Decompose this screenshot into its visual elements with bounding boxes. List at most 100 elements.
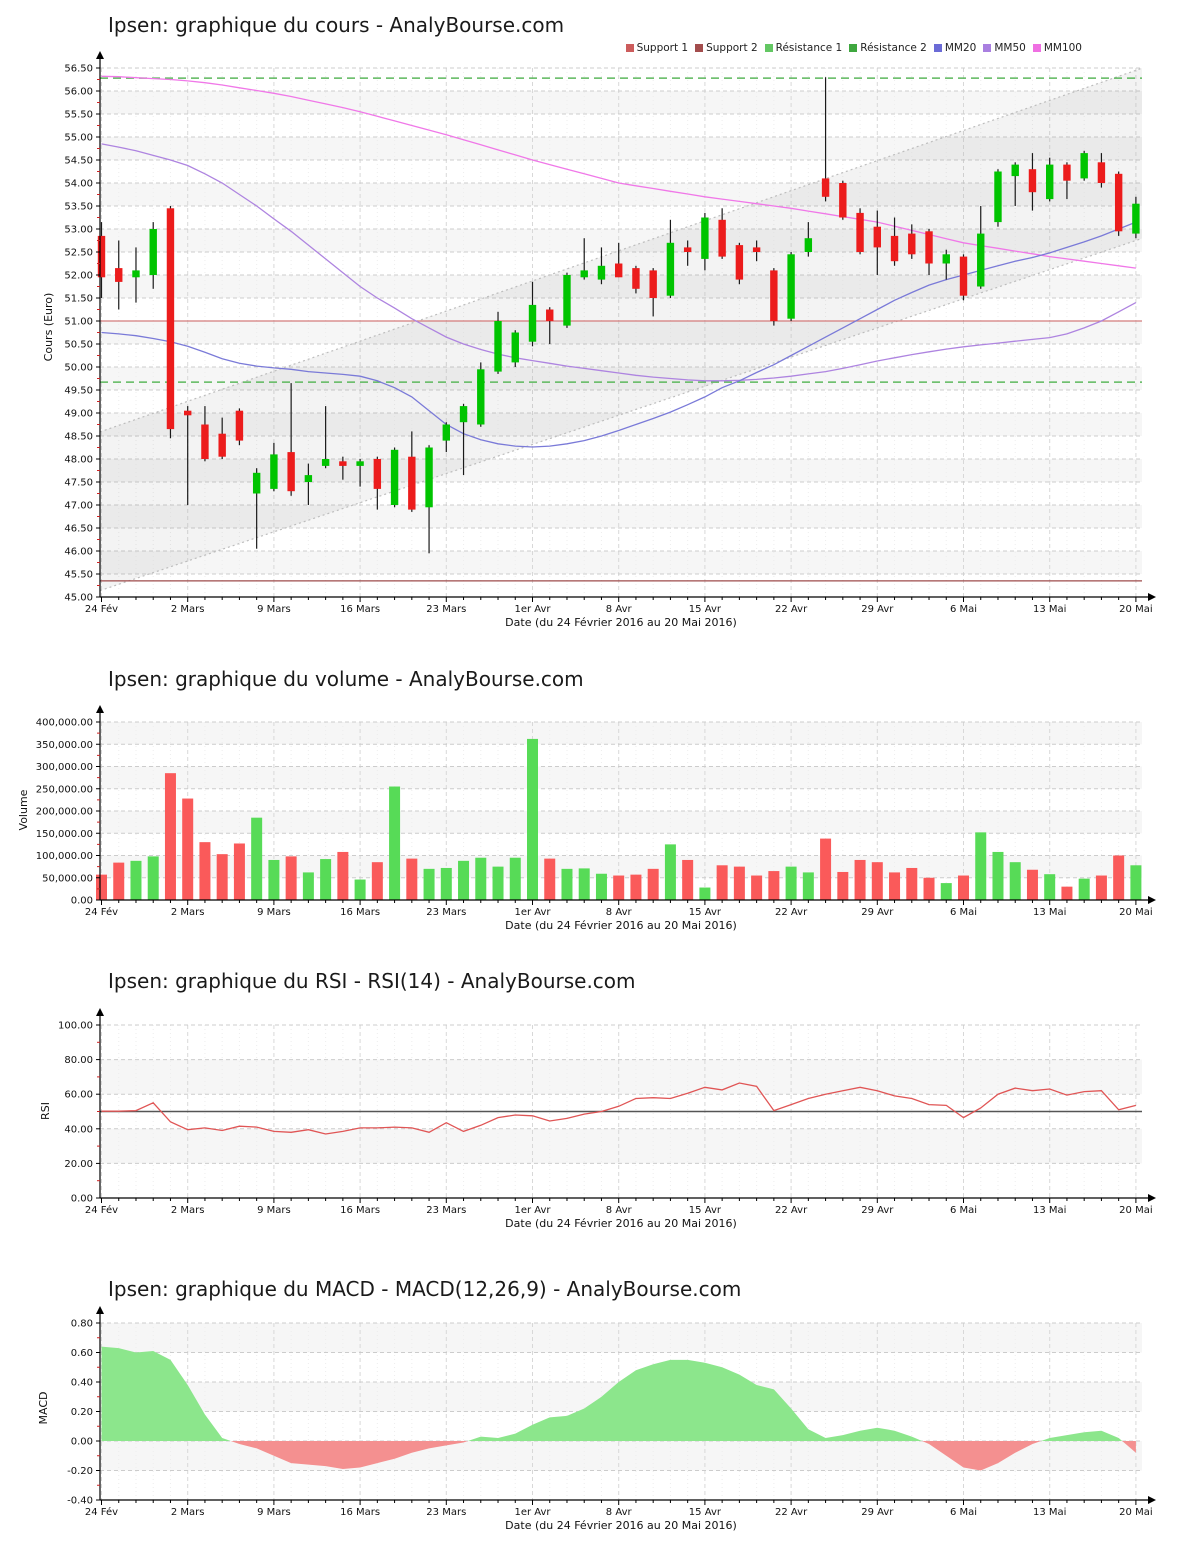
svg-text:Date (du 24 Février 2016 au 20: Date (du 24 Février 2016 au 20 Mai 2016) [505, 616, 737, 629]
svg-text:24 Fév: 24 Fév [85, 1204, 118, 1216]
volume-bar [113, 862, 125, 900]
volume-bar [1061, 886, 1073, 900]
svg-text:22 Avr: 22 Avr [775, 604, 808, 615]
svg-text:6 Mai: 6 Mai [950, 1205, 977, 1216]
volume-bar [1130, 865, 1142, 900]
volume-bar [992, 851, 1004, 900]
volume-axes: 0.00 50,000.00 100,000.00 150,000.00 200,000… [17, 705, 1156, 932]
svg-text:15 Avr: 15 Avr [689, 1205, 722, 1216]
candle [580, 270, 588, 278]
volume-bar [802, 872, 814, 900]
volume-bar [268, 859, 280, 900]
svg-text:Cours (Euro): Cours (Euro) [42, 293, 55, 362]
svg-text:52.50: 52.50 [64, 248, 93, 259]
svg-text:250,000.00: 250,000.00 [36, 784, 93, 795]
candle [977, 233, 985, 287]
volume-bar [561, 868, 573, 900]
support-resistance-lines [100, 77, 1142, 582]
svg-text:Date (du 24 Février 2016 au 20: Date (du 24 Février 2016 au 20 Mai 2016) [505, 1217, 737, 1230]
svg-text:2 Mars: 2 Mars [171, 1205, 205, 1216]
svg-text:29 Avr: 29 Avr [861, 1205, 894, 1216]
legend-item-mm100: MM100 [1032, 42, 1082, 54]
svg-text:40.00: 40.00 [64, 1124, 93, 1135]
legend-label-support-1: Support 1 [636, 42, 689, 54]
candle [132, 270, 140, 278]
volume-bar [164, 773, 176, 900]
svg-text:16 Mars: 16 Mars [340, 1507, 380, 1518]
svg-text:23 Mars: 23 Mars [426, 907, 466, 918]
svg-text:8 Avr: 8 Avr [606, 907, 633, 918]
candle [701, 217, 709, 259]
candle [1114, 173, 1123, 232]
svg-text:400,000.00: 400,000.00 [36, 718, 93, 729]
candle [321, 459, 330, 466]
volume-bar [475, 857, 487, 900]
rsi-line [101, 1082, 1137, 1135]
svg-text:1er Avr: 1er Avr [514, 907, 551, 918]
svg-text:16 Mars: 16 Mars [340, 907, 380, 918]
volume-bar [785, 866, 797, 900]
svg-text:13 Mai: 13 Mai [1033, 907, 1066, 918]
candle [615, 263, 623, 278]
volume-bar [440, 867, 452, 900]
candle [718, 219, 726, 257]
svg-text:48.50: 48.50 [64, 432, 93, 443]
svg-text:29 Avr: 29 Avr [861, 907, 894, 918]
svg-text:52.00: 52.00 [64, 271, 93, 282]
candle [252, 472, 261, 494]
svg-text:46.50: 46.50 [64, 524, 93, 535]
svg-text:2 Mars: 2 Mars [171, 604, 205, 615]
volume-bar [975, 832, 987, 900]
candle [1028, 169, 1037, 193]
svg-text:0.00: 0.00 [71, 1437, 93, 1448]
price-chart: 45.00 45.50 46.00 46.50 47.00 47.50 48.00 48.50… [42, 51, 1156, 629]
candle [632, 268, 640, 289]
volume-bar [751, 875, 763, 900]
candle [511, 332, 519, 363]
svg-text:51.00: 51.00 [64, 317, 93, 328]
svg-text:Date (du 24 Février 2016 au 20: Date (du 24 Février 2016 au 20 Mai 2016) [505, 1519, 737, 1532]
volume-bar [182, 798, 194, 900]
svg-text:MACD: MACD [37, 1392, 50, 1425]
candle [270, 454, 278, 489]
svg-text:-0.20: -0.20 [67, 1466, 93, 1477]
svg-text:13 Mai: 13 Mai [1033, 1507, 1066, 1518]
candle [787, 254, 795, 319]
candle [959, 256, 968, 296]
candle [201, 424, 209, 459]
volume-bar [768, 871, 780, 900]
candle [873, 226, 881, 248]
svg-text:6 Mai: 6 Mai [950, 1507, 977, 1518]
volume-bar [251, 817, 263, 900]
candle [770, 270, 778, 321]
volume-bar [940, 883, 952, 900]
svg-text:20 Mai: 20 Mai [1119, 907, 1152, 918]
candle [1132, 203, 1140, 234]
candle [735, 245, 744, 280]
legend-item-resistance-1: Résistance 1 [764, 42, 842, 54]
volume-bar [578, 868, 590, 900]
candle [890, 235, 899, 262]
candle [1011, 164, 1019, 177]
legend-item-mm50: MM50 [983, 42, 1026, 54]
candle [1046, 164, 1054, 200]
legend-swatch-resistance-1 [764, 44, 773, 52]
cours-axes: 45.00 45.50 46.00 46.50 47.00 47.50 48.00 48.50… [42, 51, 1156, 629]
svg-text:100,000.00: 100,000.00 [36, 851, 93, 862]
macd-area-negative [101, 1441, 1136, 1471]
svg-text:56.50: 56.50 [64, 64, 93, 75]
svg-text:45.50: 45.50 [64, 570, 93, 581]
svg-text:9 Mars: 9 Mars [257, 907, 291, 918]
svg-text:300,000.00: 300,000.00 [36, 762, 93, 773]
svg-text:50,000.00: 50,000.00 [42, 873, 93, 884]
svg-text:8 Avr: 8 Avr [606, 1205, 633, 1216]
macd-chart-title: Ipsen: graphique du MACD - MACD(12,26,9)… [108, 1277, 742, 1301]
volume-bar [130, 860, 142, 900]
svg-text:9 Mars: 9 Mars [257, 1205, 291, 1216]
svg-text:1er Avr: 1er Avr [514, 1205, 551, 1216]
candle [97, 235, 106, 278]
candle [804, 238, 813, 252]
candle [115, 268, 123, 282]
candle [925, 231, 933, 264]
